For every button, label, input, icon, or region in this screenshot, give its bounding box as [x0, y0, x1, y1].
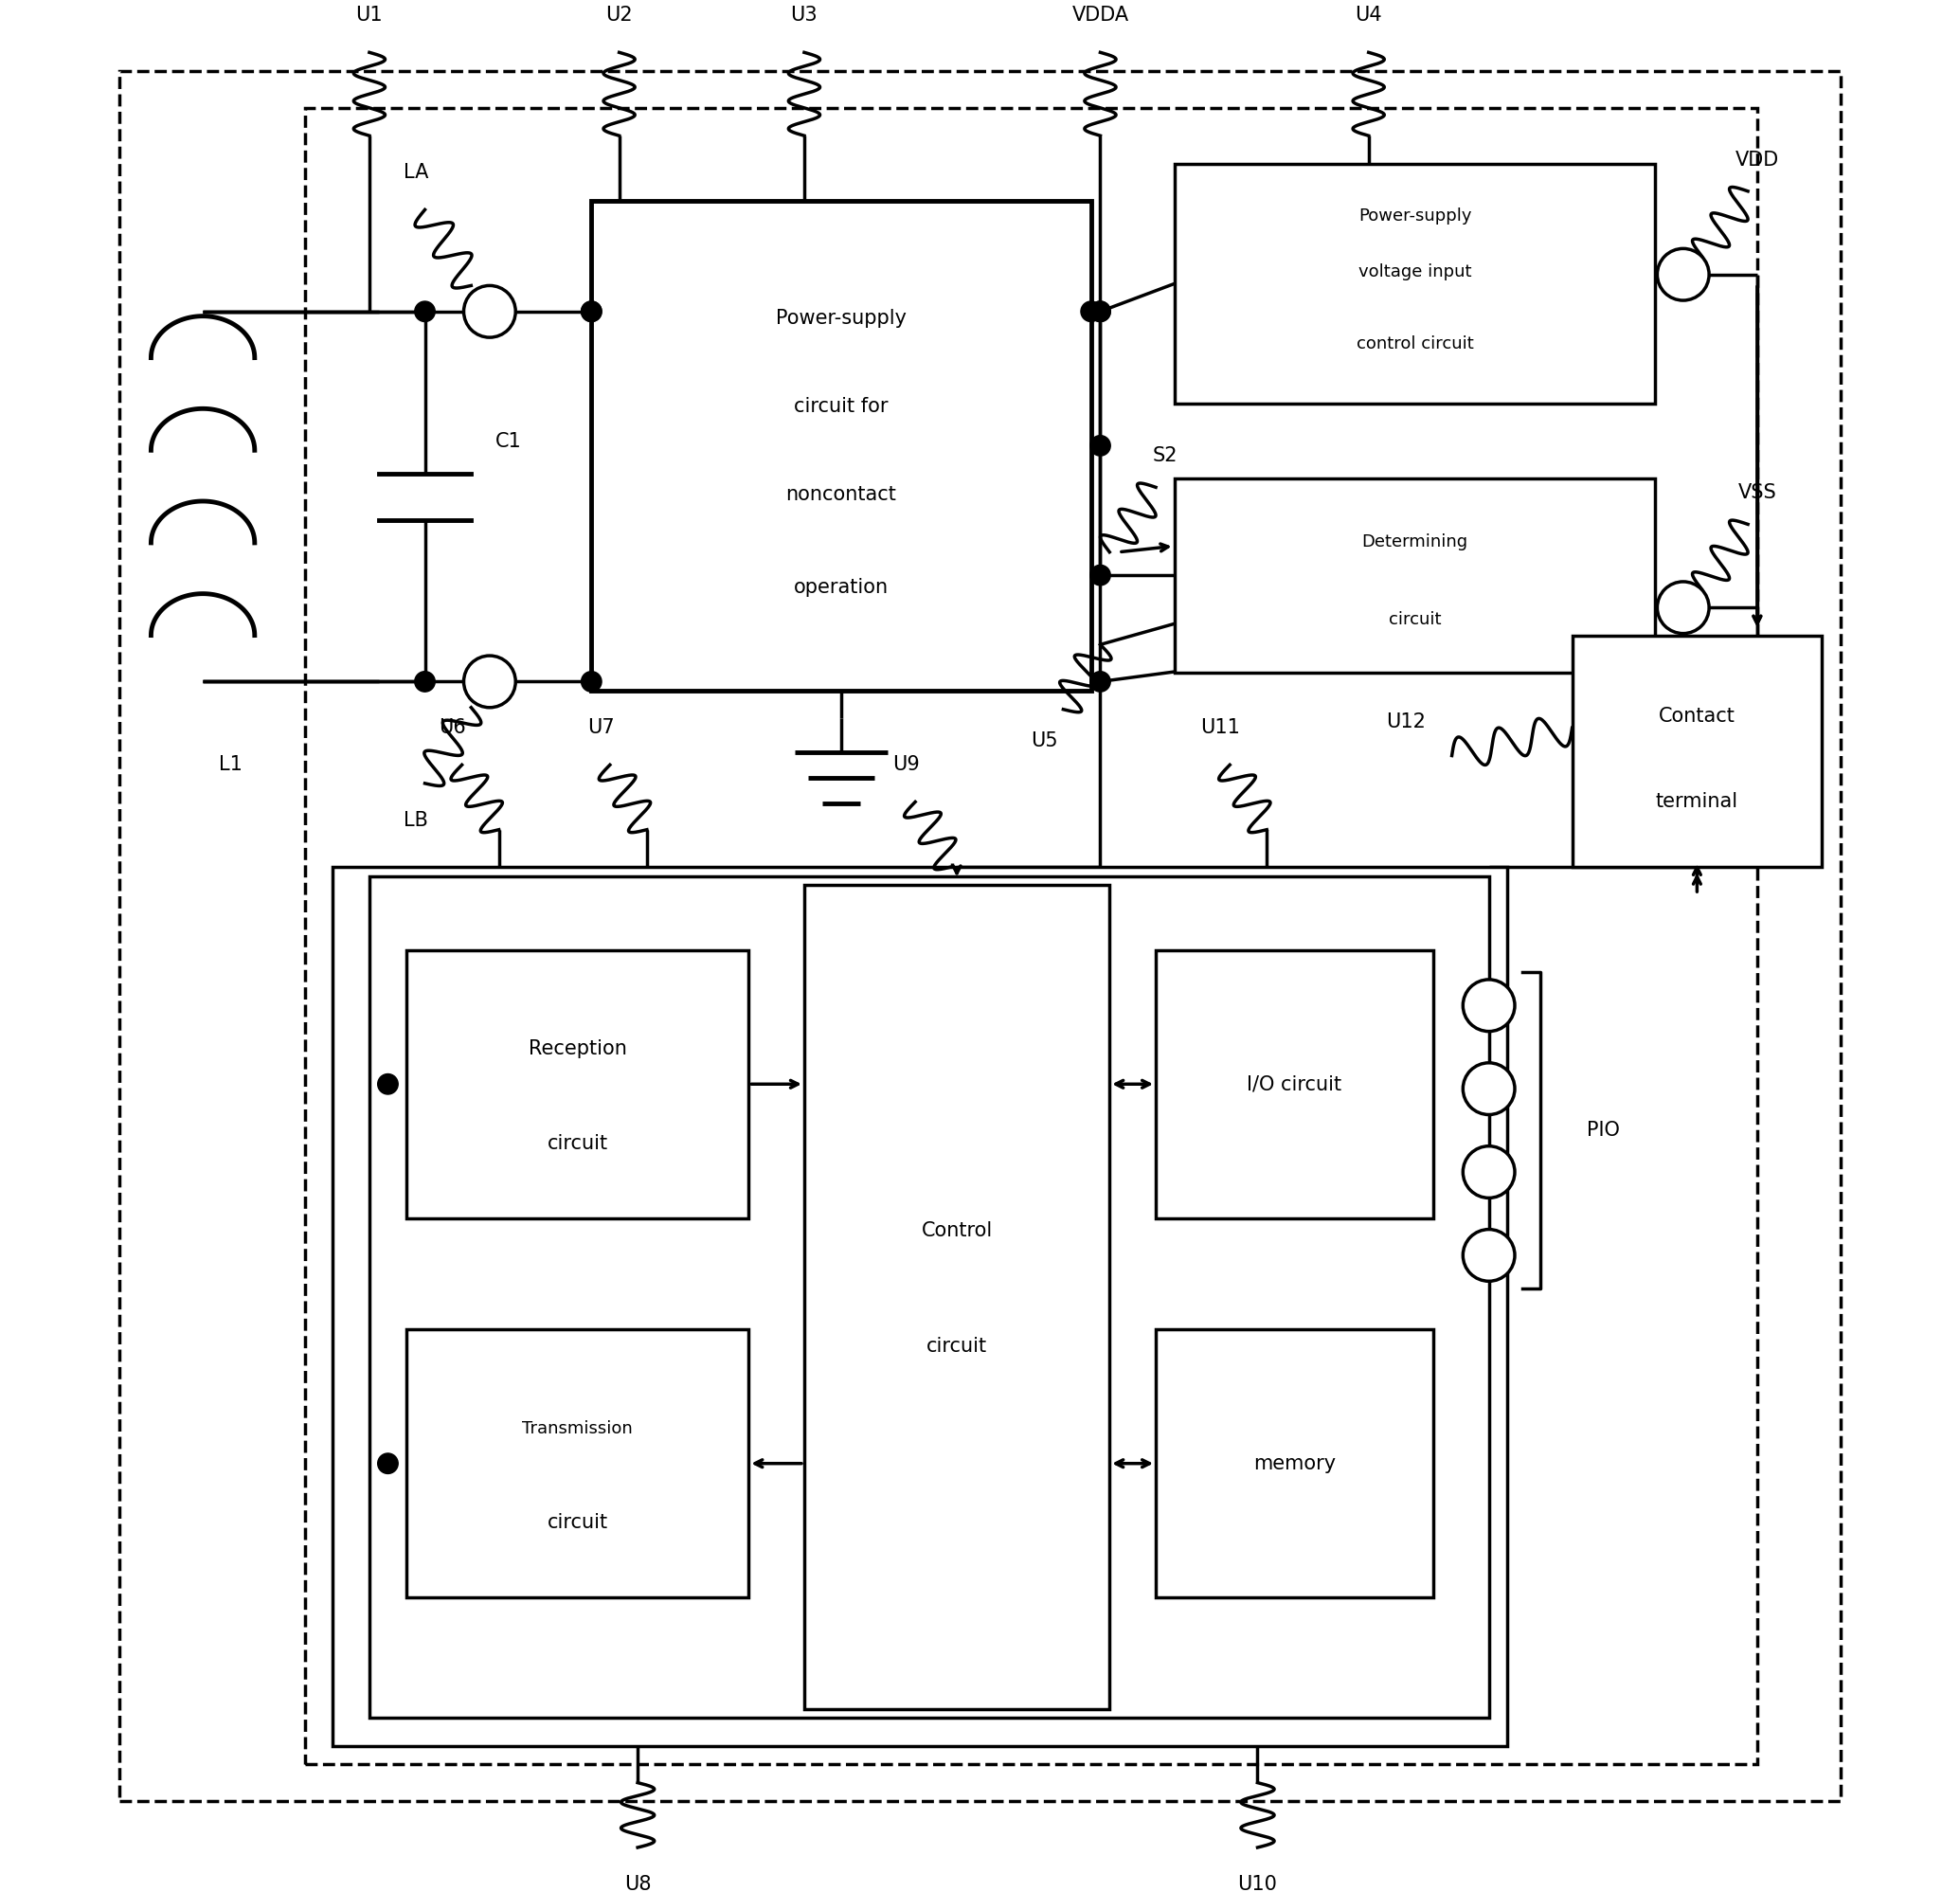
Text: circuit: circuit — [547, 1514, 608, 1533]
Bar — [304, 108, 1758, 1763]
Text: voltage input: voltage input — [1358, 263, 1472, 280]
Circle shape — [1658, 581, 1709, 634]
Bar — [1174, 163, 1656, 405]
Text: I/O circuit: I/O circuit — [1247, 1075, 1343, 1094]
Text: Power-supply: Power-supply — [1358, 208, 1472, 225]
Text: U2: U2 — [606, 6, 633, 25]
Circle shape — [1090, 301, 1111, 322]
Text: circuit: circuit — [547, 1133, 608, 1152]
Text: U4: U4 — [1354, 6, 1382, 25]
Circle shape — [582, 301, 602, 322]
Text: C1: C1 — [496, 431, 521, 450]
Text: U5: U5 — [1031, 732, 1058, 751]
Circle shape — [1658, 248, 1709, 301]
Text: Contact: Contact — [1658, 708, 1735, 727]
Bar — [1174, 479, 1656, 672]
Text: Control: Control — [921, 1222, 992, 1241]
Text: operation: operation — [794, 579, 888, 598]
Circle shape — [378, 1453, 398, 1474]
Text: U1: U1 — [357, 6, 382, 25]
Text: LB: LB — [404, 812, 427, 831]
Bar — [804, 885, 1109, 1708]
Circle shape — [1090, 566, 1111, 585]
Text: circuit: circuit — [1388, 611, 1441, 628]
Circle shape — [1090, 672, 1111, 692]
Text: L1: L1 — [220, 755, 243, 774]
Text: VDD: VDD — [1735, 149, 1780, 168]
Text: U7: U7 — [588, 719, 613, 738]
Text: U11: U11 — [1201, 719, 1241, 738]
Circle shape — [1090, 435, 1111, 456]
Text: memory: memory — [1252, 1453, 1337, 1474]
Bar — [592, 201, 1092, 691]
Circle shape — [1462, 980, 1515, 1031]
Text: VDDA: VDDA — [1072, 6, 1129, 25]
Text: Transmission: Transmission — [521, 1421, 633, 1438]
Text: Reception: Reception — [529, 1041, 627, 1060]
Text: U8: U8 — [623, 1875, 651, 1892]
Text: circuit for: circuit for — [794, 397, 888, 416]
Bar — [333, 867, 1507, 1746]
Circle shape — [1462, 1230, 1515, 1281]
Circle shape — [416, 672, 435, 692]
Bar — [1156, 950, 1433, 1218]
Text: control circuit: control circuit — [1356, 335, 1474, 352]
Text: LA: LA — [404, 163, 427, 182]
Circle shape — [1462, 1147, 1515, 1198]
Circle shape — [465, 286, 515, 337]
Circle shape — [1080, 301, 1102, 322]
Bar — [368, 876, 1490, 1718]
Text: Power-supply: Power-supply — [776, 308, 907, 327]
Bar — [406, 1330, 749, 1597]
Text: U10: U10 — [1237, 1875, 1278, 1892]
Circle shape — [1462, 1063, 1515, 1114]
Text: Determining: Determining — [1362, 534, 1468, 551]
Text: terminal: terminal — [1656, 793, 1739, 812]
Text: U9: U9 — [892, 755, 919, 774]
Text: VSS: VSS — [1739, 482, 1776, 501]
Text: circuit: circuit — [927, 1338, 988, 1357]
Circle shape — [582, 301, 602, 322]
Text: S2: S2 — [1152, 447, 1178, 465]
Text: PIO: PIO — [1588, 1120, 1621, 1139]
Text: U6: U6 — [439, 719, 466, 738]
Bar — [1572, 636, 1823, 867]
Text: U3: U3 — [790, 6, 817, 25]
Circle shape — [465, 657, 515, 708]
Bar — [1156, 1330, 1433, 1597]
Bar — [406, 950, 749, 1218]
Circle shape — [416, 301, 435, 322]
Circle shape — [378, 1075, 398, 1094]
Circle shape — [582, 672, 602, 692]
Text: noncontact: noncontact — [786, 484, 896, 503]
Circle shape — [1090, 301, 1111, 322]
Text: U12: U12 — [1386, 713, 1425, 732]
